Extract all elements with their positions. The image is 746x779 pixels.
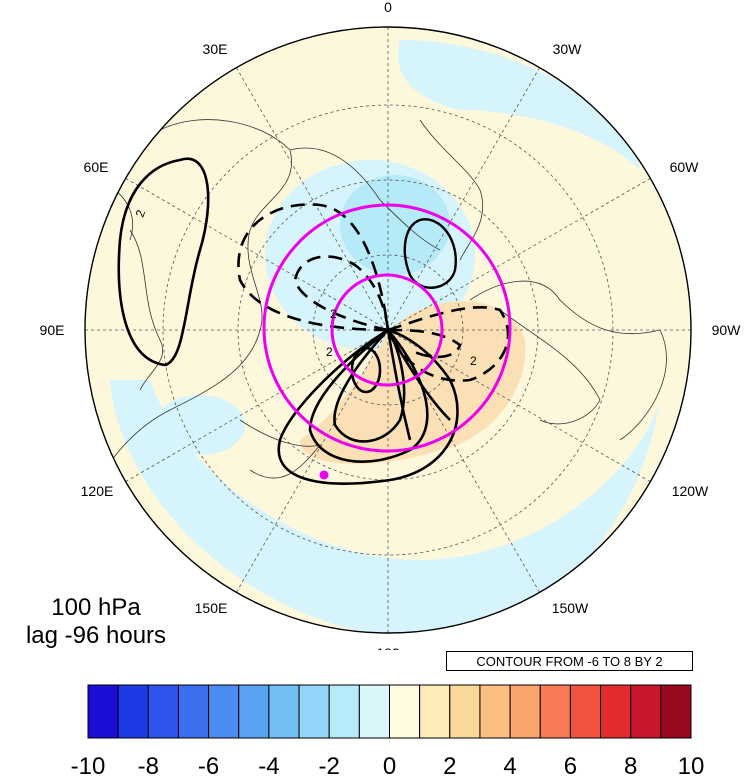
lon-label-30e: 30E — [203, 41, 228, 57]
colorbar-tick-label: 4 — [503, 753, 516, 779]
colorbar-tick-label: -6 — [198, 753, 219, 779]
contour-label: 2 — [330, 307, 337, 321]
colorbar-cell — [660, 684, 692, 739]
colorbar-cell — [238, 684, 270, 739]
outer-highlight-circle — [262, 203, 512, 453]
strongest-negative-anomaly — [340, 175, 450, 275]
colorbar-cells — [87, 684, 692, 739]
location-marker — [319, 470, 329, 480]
colorbar-cell — [630, 684, 662, 739]
colorbar-cell — [449, 684, 481, 739]
colorbar-cell — [268, 684, 300, 739]
colorbar-cell — [509, 684, 541, 739]
lon-label-120e: 120E — [81, 483, 114, 499]
contour-label: 2 — [133, 208, 149, 219]
anomaly-shading — [85, 27, 691, 633]
colorbar-cell — [298, 684, 330, 739]
lon-label-180: 180 — [376, 645, 400, 650]
colorbar-cell — [328, 684, 360, 739]
colorbar-tick-label: 2 — [443, 753, 456, 779]
colorbar-tick-label: 8 — [624, 753, 637, 779]
lon-label-90w: 90W — [712, 322, 742, 338]
colorbar-cell — [208, 684, 240, 739]
lon-label-120w: 120W — [672, 483, 709, 499]
colorbar-tick-label: -10 — [71, 753, 106, 779]
contour-labels: 2 2 2 2 — [133, 208, 477, 368]
pressure-level-text: 100 hPa — [51, 594, 141, 621]
colorbar-tick-labels: -10 -8 -6 -4 -2 0 2 4 6 8 10 — [71, 753, 705, 779]
contour-label: 2 — [326, 345, 333, 359]
colorbar-cell — [358, 684, 391, 739]
lag-text: lag -96 hours — [25, 622, 167, 649]
colorbar-tick-label: -4 — [258, 753, 279, 779]
colorbar-cell — [177, 684, 210, 739]
lon-label-30w: 30W — [553, 41, 583, 57]
lon-label-150e: 150E — [195, 600, 228, 616]
colorbar-tick-label: 0 — [383, 753, 396, 779]
lon-label-90e: 90E — [40, 322, 65, 338]
highlight-circles — [262, 203, 512, 453]
inner-highlight-circle — [330, 273, 444, 387]
negative-anomaly-region — [110, 380, 660, 633]
colorbar-cell — [539, 684, 571, 739]
lon-label-150w: 150W — [552, 600, 589, 616]
contour-label: 2 — [470, 354, 477, 368]
colorbar-cell — [147, 684, 179, 739]
colorbar-tick-label: -2 — [319, 753, 340, 779]
colorbar: -10 -8 -6 -4 -2 0 2 4 6 8 10 — [71, 684, 705, 779]
coastlines — [89, 119, 667, 501]
colorbar-cell — [419, 684, 451, 739]
lon-label-60e: 60E — [84, 159, 109, 175]
positive-anomaly-region — [300, 301, 526, 464]
lon-label-60w: 60W — [670, 159, 700, 175]
lon-label-0: 0 — [384, 0, 392, 15]
colorbar-cell — [87, 684, 119, 739]
longitude-labels: 0 30E 30W 60E 60W 90E 90W 120E 120W 150E… — [40, 0, 742, 650]
colorbar-cell — [389, 684, 421, 739]
negative-anomaly-region-north — [398, 40, 640, 170]
polar-map: 2 2 2 2 0 30E 30W 60E 60W 90E 90W 120E 1… — [40, 0, 742, 650]
colorbar-tick-label: 6 — [564, 753, 577, 779]
colorbar-cell — [479, 684, 511, 739]
contour-info-box: CONTOUR FROM -6 TO 8 BY 2 — [446, 651, 693, 671]
colorbar-tick-label: -8 — [138, 753, 159, 779]
contours-negative — [237, 203, 510, 382]
colorbar-cell — [569, 684, 602, 739]
contours-negative-solid — [403, 218, 457, 289]
negative-anomaly-patch — [155, 395, 245, 455]
colorbar-cell — [600, 684, 632, 739]
colorbar-tick-label: 10 — [678, 753, 705, 779]
level-annotation: 100 hPa lag -96 hours — [6, 594, 186, 650]
map-boundary — [84, 26, 692, 634]
colorbar-cell — [117, 684, 149, 739]
